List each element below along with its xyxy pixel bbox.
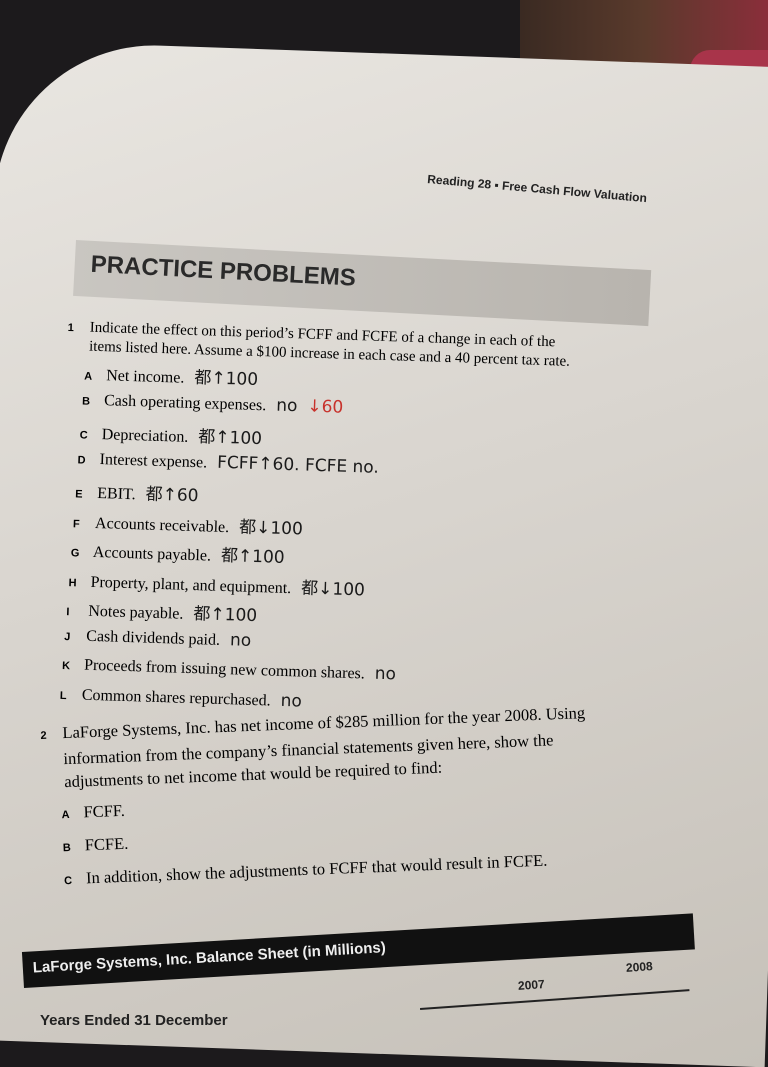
column-header-2007: 2007 [517,977,546,993]
handwritten-note: 都↓100 [300,577,366,600]
item-letter: F [72,517,80,530]
handwritten-note-red [268,370,269,390]
item-text: EBIT. [97,485,136,504]
handwritten-note-red [375,580,376,600]
item-text: Interest expense. [99,450,208,471]
handwritten-note-red: ↓60 [307,396,344,418]
item-text: Net income. [105,367,185,387]
item-text: Cash dividends paid. [86,627,221,649]
item-text: Common shares repurchased. [81,686,271,710]
item-letter: C [63,874,73,888]
handwritten-note: no [229,629,252,651]
problem-number: 2 [40,729,47,742]
handwritten-note: 都↑100 [198,427,263,450]
handwritten-note: no [275,395,298,416]
handwritten-note-red [208,487,209,507]
handwritten-note-red [267,606,268,626]
handwritten-note: no [280,690,303,712]
item-text: Cash operating expenses. [103,391,267,414]
item-text: FCFF. [83,800,126,822]
handwritten-note: 都↑100 [193,604,258,627]
item-letter: B [81,394,91,408]
handwritten-note-red [389,458,390,478]
item-letter: C [79,429,88,442]
handwritten-note: 都↓100 [238,516,304,539]
item-letter: J [64,630,71,643]
item-letter: B [62,841,72,855]
handwritten-note-red [294,548,295,568]
item-letter: G [70,547,80,560]
item-text: FCFE. [84,833,129,855]
item-text: Accounts receivable. [94,514,230,536]
item-letter: H [68,576,77,589]
item-letter: E [75,488,83,501]
item-letter: A [83,370,93,383]
column-header-2008: 2008 [625,959,654,975]
section-title: PRACTICE PROBLEMS [90,250,357,292]
handwritten-note: 都↑100 [194,368,259,390]
handwritten-note-red [261,631,262,651]
handwritten-note-red [311,691,312,711]
item-text: Notes payable. [88,602,184,623]
handwritten-note-red [272,429,273,449]
handwritten-note-red [406,665,407,685]
item-letter: K [61,659,71,673]
item-text: Depreciation. [101,426,189,446]
handwritten-note: no [374,663,397,685]
handwritten-note: FCFF↑60. FCFE no. [216,452,380,478]
problem-number: 1 [67,321,74,335]
item-letter: L [59,689,67,702]
handwritten-note-red [313,519,314,539]
problem-2: 2 LaForge Systems, Inc. has net income of… [40,697,686,902]
item-letter: A [61,808,70,822]
item-letter: D [77,453,86,467]
item-letter: I [66,606,70,619]
item-text: Accounts payable. [92,543,212,565]
handwritten-note: 都↑60 [145,484,199,507]
item-text: Property, plant, and equipment. [90,573,292,597]
problem-1: 1 Indicate the effect on this period’s FC… [56,318,668,732]
table-row-label: Years Ended 31 December [40,1012,228,1029]
handwritten-note: 都↑100 [220,545,285,568]
